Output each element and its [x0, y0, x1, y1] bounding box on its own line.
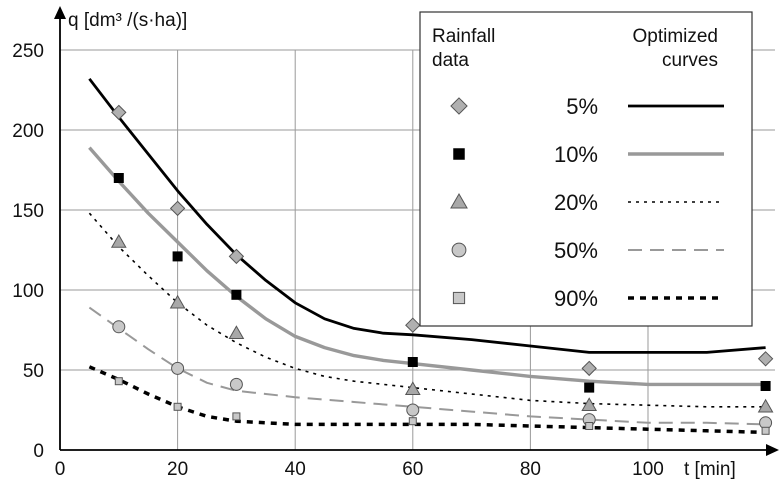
axes	[54, 6, 779, 456]
data-point	[232, 412, 241, 421]
y-axis-label: q [dm³ /(s·ha)]	[68, 10, 187, 31]
legend-marker	[450, 97, 468, 115]
data-point	[231, 289, 242, 300]
legend-label: 90%	[554, 286, 598, 311]
x-tick-label: 80	[520, 459, 541, 480]
curve-1	[88, 77, 766, 354]
legend-label: 20%	[554, 190, 598, 215]
data-point	[406, 403, 420, 417]
data-point	[169, 294, 186, 309]
tick-labels: 0 20 40 60 80 100 0 50 100 150 200 250	[12, 41, 664, 480]
data-point	[110, 233, 127, 248]
legend-marker	[451, 242, 467, 258]
x-tick-label: 40	[285, 459, 306, 480]
y-tick-label: 200	[12, 121, 44, 142]
legend-marker	[450, 192, 468, 209]
data-point	[405, 317, 421, 333]
data-point	[229, 377, 243, 391]
data-point	[113, 173, 124, 183]
data-point	[169, 200, 186, 217]
y-tick-label: 50	[23, 361, 44, 382]
y-tick-label: 100	[12, 281, 44, 302]
data-point	[584, 382, 595, 393]
data-point	[173, 402, 182, 411]
data-point	[761, 426, 770, 435]
legend-marker	[452, 291, 466, 305]
data-point	[404, 381, 421, 395]
x-tick-label: 60	[402, 459, 423, 480]
data-point	[228, 325, 245, 339]
legend-label: 10%	[554, 142, 598, 167]
data-point	[585, 422, 594, 430]
optimized-curves	[88, 77, 766, 435]
x-axis-arrow	[766, 444, 779, 456]
curve-3	[88, 212, 766, 408]
data-point	[112, 320, 126, 334]
data-point	[407, 357, 418, 367]
curve-5	[88, 365, 766, 435]
data-point	[408, 417, 417, 426]
data-point	[114, 377, 123, 386]
legend-label: 50%	[554, 238, 598, 263]
data-point	[228, 248, 245, 265]
x-tick-label: 0	[55, 459, 66, 480]
data-point	[581, 360, 597, 377]
x-tick-label: 20	[167, 459, 188, 480]
legend-box	[419, 11, 753, 327]
y-tick-label: 0	[33, 441, 44, 462]
curve-4	[88, 306, 766, 426]
legend-header-curves: Optimized curves	[632, 26, 718, 71]
x-axis-label: t [min]	[684, 459, 736, 480]
rainfall-markers	[110, 104, 774, 435]
data-point	[171, 361, 185, 375]
data-point	[760, 381, 771, 391]
y-axis-arrow	[54, 6, 66, 19]
data-point	[757, 398, 774, 413]
data-point	[581, 397, 598, 411]
legend-label: 5%	[566, 94, 598, 119]
x-tick-label: 100	[632, 459, 664, 480]
data-point	[757, 351, 774, 367]
legend: Rainfall data Optimized curves 5% 10% 20% 50%…	[419, 11, 753, 327]
curve-2	[88, 146, 766, 387]
y-tick-label: 250	[12, 41, 44, 62]
data-point	[172, 251, 183, 262]
legend-header-markers: Rainfall data	[432, 26, 495, 71]
data-point	[111, 104, 127, 121]
legend-marker	[453, 148, 465, 160]
y-tick-label: 150	[12, 201, 44, 222]
